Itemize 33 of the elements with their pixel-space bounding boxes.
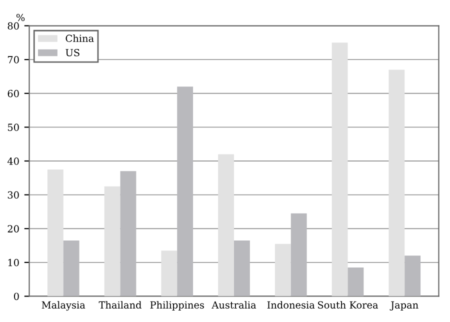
bar	[388, 70, 405, 296]
bar	[218, 154, 234, 296]
bar	[104, 186, 120, 296]
x-tick-label: Malaysia	[42, 301, 86, 311]
y-tick-label: 60	[8, 90, 19, 98]
bar	[404, 256, 421, 296]
bar	[348, 268, 364, 296]
x-tick-label: Philippines	[150, 301, 204, 311]
bar	[177, 86, 194, 296]
y-tick-label: 80	[8, 22, 19, 30]
y-tick-label: 30	[8, 191, 19, 199]
bar	[274, 244, 291, 296]
bar	[161, 250, 178, 296]
legend-label: US	[66, 48, 80, 56]
bar	[47, 169, 64, 296]
y-tick-label: 0	[14, 292, 19, 300]
bar	[63, 240, 80, 296]
y-tick-label: 10	[8, 258, 19, 266]
y-tick-label: 40	[7, 157, 19, 165]
y-tick-label: 70	[8, 56, 19, 64]
x-tick-label: Japan	[390, 301, 418, 311]
y-axis-title: %	[16, 14, 25, 22]
x-tick-label: Australia	[212, 301, 256, 309]
bar	[290, 213, 307, 296]
y-tick-label: 50	[8, 124, 19, 132]
x-tick-label: South Korea	[318, 301, 378, 309]
x-tick-label: Thailand	[98, 301, 142, 309]
bar	[332, 42, 348, 296]
bar	[234, 240, 250, 296]
bar	[120, 171, 136, 296]
x-tick-label: Indonesia	[267, 301, 315, 309]
y-tick-label: 20	[8, 225, 19, 232]
legend-label: China	[66, 34, 94, 42]
